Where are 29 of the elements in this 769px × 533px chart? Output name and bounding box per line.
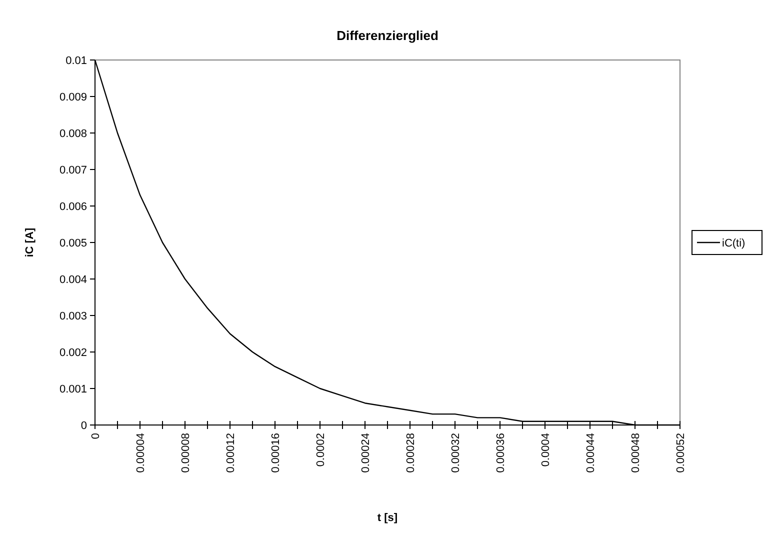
y-tick-label: 0.002: [59, 346, 87, 359]
y-tick-label: 0.005: [59, 237, 87, 250]
x-tick-label: 0.0002: [314, 433, 327, 467]
x-axis-title: t [s]: [377, 512, 398, 524]
y-tick-label: 0.01: [66, 54, 87, 67]
x-tick-label: 0.00052: [674, 433, 687, 473]
y-tick-label: 0.007: [59, 164, 87, 176]
x-tick-label: 0.00028: [404, 433, 417, 473]
x-tick-label: 0.00024: [360, 433, 372, 473]
chart-title: Differenzierglied: [336, 28, 438, 43]
y-tick-label: 0.009: [59, 91, 87, 104]
legend-label: iC(ti): [722, 237, 746, 250]
y-tick-label: 0.004: [59, 274, 87, 286]
y-tick-label: 0.008: [59, 128, 87, 140]
x-tick-label: 0.0004: [540, 433, 552, 467]
x-tick-label: 0.00032: [450, 433, 462, 473]
x-tick-label: 0.00016: [270, 433, 282, 473]
x-tick-label: 0.00036: [494, 433, 507, 473]
y-axis-title: iC [A]: [24, 228, 36, 258]
x-tick-label: 0.00048: [630, 433, 642, 473]
x-tick-label: 0.00008: [180, 433, 192, 473]
x-tick-label: 0.00004: [134, 433, 147, 473]
y-tick-label: 0.006: [59, 200, 87, 213]
y-tick-label: 0.001: [59, 383, 87, 396]
x-tick-label: 0.00012: [224, 433, 237, 473]
y-tick-label: 0: [80, 420, 87, 432]
y-tick-label: 0.003: [59, 310, 87, 322]
x-tick-label: 0: [90, 433, 102, 440]
x-tick-label: 0.00044: [584, 433, 597, 473]
